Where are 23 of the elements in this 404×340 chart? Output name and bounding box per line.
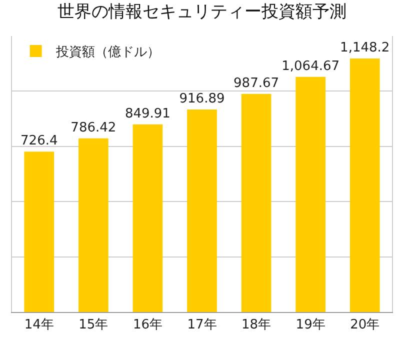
data-label: 1,148.2 bbox=[340, 40, 390, 56]
x-tick-label: 17年 bbox=[187, 318, 217, 333]
bar bbox=[187, 110, 217, 312]
bar bbox=[241, 94, 272, 312]
bar bbox=[350, 58, 380, 312]
x-tick-label: 20年 bbox=[350, 318, 380, 333]
data-label: 849.91 bbox=[124, 106, 170, 122]
data-label: 1,064.67 bbox=[282, 58, 340, 74]
bar bbox=[296, 76, 326, 312]
x-tick-label: 15年 bbox=[78, 318, 108, 333]
x-tick-label: 16年 bbox=[132, 318, 162, 333]
data-label: 726.4 bbox=[20, 134, 58, 149]
x-tick-label: 19年 bbox=[296, 318, 326, 333]
bar bbox=[132, 124, 163, 312]
x-tick-label: 18年 bbox=[242, 318, 272, 333]
data-label: 987.67 bbox=[234, 76, 280, 91]
bar bbox=[78, 138, 108, 312]
legend-label: 投資額（億ドル） bbox=[54, 45, 160, 60]
data-label: 786.42 bbox=[70, 120, 116, 136]
x-tick-label: 14年 bbox=[24, 318, 54, 333]
data-label: 916.89 bbox=[179, 92, 225, 107]
chart-title: 世界の情報セキュリティー投資額予測 bbox=[58, 2, 346, 22]
bar bbox=[24, 152, 54, 312]
